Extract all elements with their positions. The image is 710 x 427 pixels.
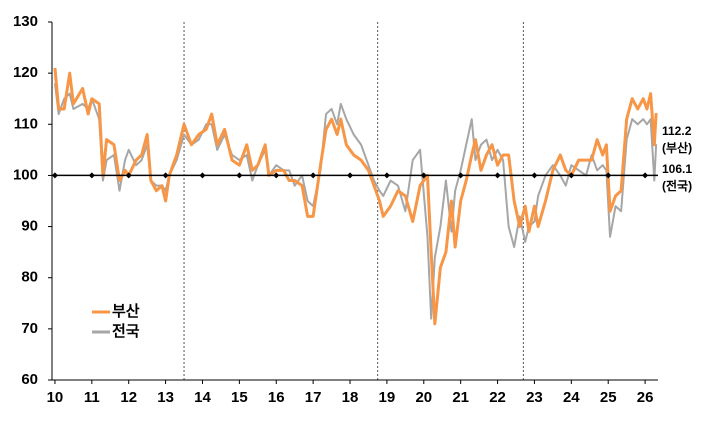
legend-label: 부산 [112, 303, 140, 320]
x-tick-label: 17 [305, 389, 322, 406]
x-tick-label: 26 [637, 389, 654, 406]
reference-marker [568, 172, 575, 179]
x-tick-label: 18 [342, 389, 359, 406]
reference-marker [125, 172, 132, 179]
x-tick-label: 19 [379, 389, 396, 406]
x-tick-label: 14 [194, 389, 211, 406]
y-tick-label: 110 [14, 115, 38, 132]
x-tick-label: 25 [600, 389, 617, 406]
end-label: 106.1 [662, 162, 692, 176]
reference-marker [236, 172, 243, 179]
reference-marker [457, 172, 464, 179]
end-label: (전국) [662, 178, 692, 193]
y-tick-label: 120 [13, 64, 38, 81]
x-tick-label: 13 [157, 389, 174, 406]
x-tick-label: 20 [415, 389, 432, 406]
x-tick-label: 11 [84, 389, 100, 406]
reference-marker [273, 172, 280, 179]
reference-marker [51, 172, 58, 179]
x-tick-label: 16 [268, 389, 285, 406]
y-tick-label: 100 [13, 166, 38, 183]
reference-marker [347, 172, 354, 179]
reference-marker [605, 172, 612, 179]
reference-marker [88, 172, 95, 179]
y-tick-label: 70 [21, 320, 38, 337]
end-label: 112.2 [662, 124, 692, 138]
reference-marker [199, 172, 206, 179]
y-tick-label: 60 [21, 371, 38, 388]
reference-marker [310, 172, 317, 179]
end-label: (부산) [662, 140, 692, 155]
reference-marker [531, 172, 538, 179]
legend-label: 전국 [112, 323, 140, 340]
reference-marker [494, 172, 501, 179]
x-tick-label: 12 [120, 389, 137, 406]
x-tick-label: 10 [47, 389, 64, 406]
line-series [53, 67, 658, 326]
x-tick-label: 22 [489, 389, 506, 406]
reference-marker [642, 172, 649, 179]
reference-marker [420, 172, 427, 179]
x-tick-label: 21 [452, 389, 469, 406]
x-tick-label: 15 [231, 389, 248, 406]
y-tick-label: 80 [21, 269, 38, 286]
line-series [53, 83, 658, 320]
x-tick-label: 24 [563, 389, 580, 406]
y-tick-label: 90 [21, 218, 38, 235]
x-tick-label: 23 [526, 389, 543, 406]
reference-marker [383, 172, 390, 179]
y-tick-label: 130 [13, 13, 38, 30]
reference-marker [162, 172, 169, 179]
